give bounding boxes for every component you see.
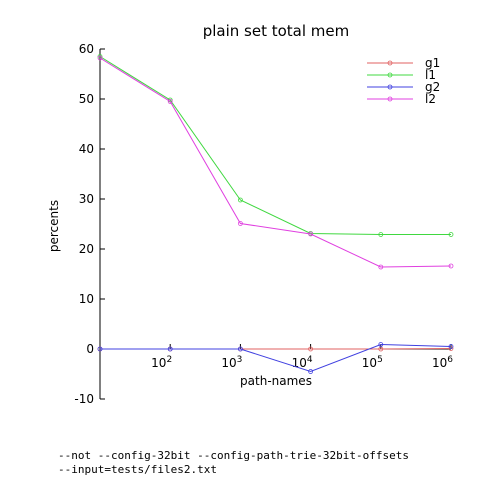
data-point-g2 (167, 346, 173, 352)
data-point-g1 (378, 346, 384, 352)
legend-label-g1: g1 (425, 56, 440, 70)
data-point-g1 (308, 346, 314, 352)
data-point-l1 (378, 232, 384, 237)
data-point-g2 (97, 346, 103, 352)
legend-marker-l1 (387, 72, 393, 78)
y-axis-label: percents (47, 200, 61, 252)
y-tick-label: 30 (79, 192, 94, 206)
legend-marker-l2 (387, 96, 393, 102)
data-point-l2 (448, 263, 454, 269)
legend-label-l1: l1 (425, 68, 436, 82)
data-point-l2 (167, 99, 173, 104)
x-tick-label: 106 (432, 355, 453, 370)
series-line-l2 (99, 57, 452, 268)
data-point-l2 (378, 264, 384, 270)
ticks: -10 0 10 20 30 40 50 60 102 103 104 105 106 (74, 42, 453, 406)
data-point-l1 (448, 232, 454, 237)
y-tick-label: 50 (79, 92, 94, 106)
axes (99, 49, 451, 399)
y-tick-label: 60 (79, 42, 94, 56)
legend-marker-g1 (387, 60, 393, 66)
data-point-g2 (308, 369, 314, 374)
y-tick-label: -10 (74, 392, 94, 406)
series-line-l1 (99, 56, 451, 235)
y-tick-label: 40 (79, 142, 94, 156)
y-tick-label: 10 (79, 292, 94, 306)
chart-title: plain set total mem (203, 22, 350, 40)
x-axis-label: path-names (240, 374, 312, 388)
data-point-l2 (97, 55, 103, 61)
legend-label-g2: g2 (425, 80, 440, 94)
x-tick-label: 103 (221, 355, 242, 370)
input-file-note: --input=tests/files2.txt (58, 463, 217, 476)
x-tick-label: 104 (292, 355, 313, 370)
data-point-l2 (308, 231, 314, 237)
series-line-g2 (100, 343, 452, 373)
data-point-g2 (237, 346, 243, 352)
series (97, 54, 454, 374)
data-point-l1 (237, 197, 243, 203)
data-point-g2 (378, 342, 384, 347)
legend-label-l2: l2 (425, 92, 436, 106)
y-tick-label: 20 (79, 242, 94, 256)
x-tick-label: 105 (362, 355, 383, 370)
x-tick-label: 102 (151, 355, 172, 370)
y-tick-label: 0 (86, 342, 94, 356)
command-line-note: --not --config-32bit --config-path-trie-… (58, 449, 409, 462)
data-point-l2 (237, 221, 243, 226)
data-point-g2 (448, 344, 454, 349)
legend-marker-g2 (387, 84, 393, 90)
